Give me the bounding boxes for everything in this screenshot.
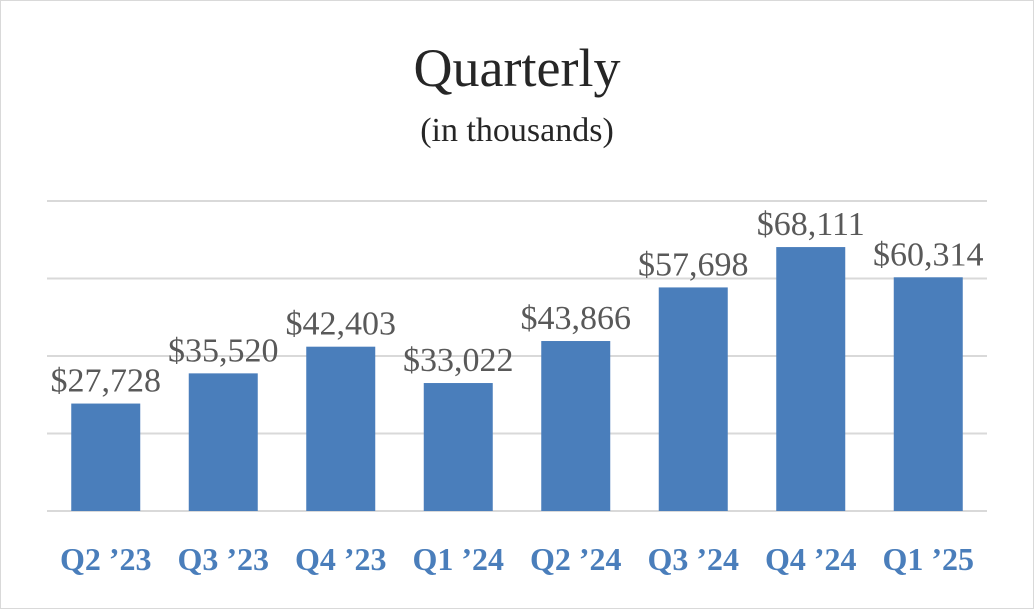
bar-4 (423, 383, 493, 511)
x-tick-label-3: Q4 ’23 (295, 541, 387, 577)
x-tick-label-1: Q2 ’23 (60, 541, 152, 577)
bar-6 (658, 287, 728, 511)
data-label-7: $68,111 (757, 206, 865, 243)
x-tick-label-4: Q1 ’24 (412, 541, 504, 577)
bar-5 (541, 341, 611, 511)
x-tick-label-2: Q3 ’23 (177, 541, 269, 577)
bar-7 (776, 247, 846, 511)
data-label-3: $42,403 (286, 306, 397, 343)
data-label-2: $35,520 (168, 332, 279, 369)
x-tick-label-5: Q2 ’24 (530, 541, 622, 577)
bar-2 (188, 373, 258, 511)
data-label-5: $43,866 (521, 300, 632, 337)
chart-subtitle: (in thousands) (420, 112, 614, 149)
x-tick-label-8: Q1 ’25 (882, 541, 974, 577)
data-label-6: $57,698 (638, 246, 749, 283)
x-tick-label-6: Q3 ’24 (647, 541, 739, 577)
data-label-1: $27,728 (51, 363, 162, 400)
bar-1 (71, 403, 141, 511)
bar-8 (893, 277, 963, 511)
bar-3 (306, 346, 376, 511)
chart-title: Quarterly (413, 38, 621, 98)
data-label-4: $33,022 (403, 342, 514, 379)
data-label-8: $60,314 (873, 236, 984, 273)
x-tick-label-7: Q4 ’24 (765, 541, 857, 577)
